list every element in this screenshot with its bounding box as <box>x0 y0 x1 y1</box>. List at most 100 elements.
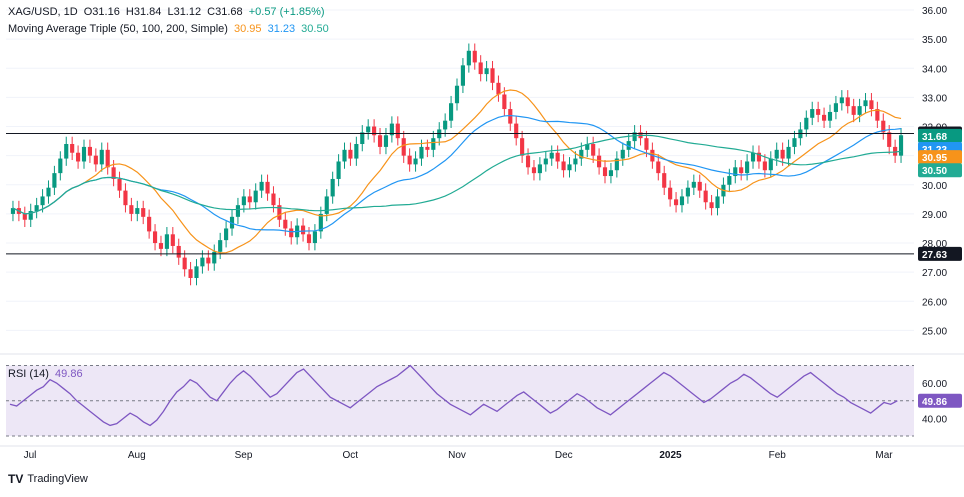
candle-body <box>235 205 241 217</box>
candle-body <box>164 234 169 249</box>
candle-body <box>531 167 537 174</box>
ma50-value: 30.95 <box>233 23 262 35</box>
tradingview-brand[interactable]: TV TradingView <box>8 472 88 486</box>
candle-body <box>330 178 335 197</box>
candle-body <box>750 152 756 162</box>
candle-body <box>366 126 371 133</box>
candle-body <box>111 167 116 179</box>
candle-body <box>691 181 696 188</box>
symbol-legend[interactable]: XAG/USD, 1D O31.16 H31.84 L31.12 C31.68 … <box>8 6 328 18</box>
candle-body <box>525 155 531 168</box>
candle-body <box>318 213 323 232</box>
candle-body <box>241 196 246 206</box>
candle-body <box>715 196 720 209</box>
candle-body <box>697 181 702 191</box>
price-tick-label: 35.00 <box>922 35 947 46</box>
candle-body <box>360 132 365 144</box>
candle-body <box>52 173 57 188</box>
candle-body <box>253 190 258 203</box>
candle-body <box>656 161 661 174</box>
candle-body <box>786 146 791 159</box>
candle-body <box>194 266 199 278</box>
rsi-legend[interactable]: RSI (14) 49.86 <box>8 368 86 380</box>
candle-body <box>827 111 833 121</box>
candle-body <box>34 205 39 211</box>
candle-body <box>229 216 235 229</box>
x-tick-label: 2025 <box>659 450 682 461</box>
candle-body <box>277 205 282 220</box>
candle-body <box>372 126 377 136</box>
candle-body <box>608 170 614 177</box>
candle-body <box>28 211 33 220</box>
ma-title: Moving Average Triple (50, 100, 200, Sim… <box>8 23 228 35</box>
candle-body <box>703 190 708 203</box>
candle-body <box>431 138 436 150</box>
rsi-value-box <box>918 393 962 408</box>
candle-body <box>567 164 572 171</box>
candle-body <box>22 213 27 220</box>
candle-body <box>851 106 856 115</box>
candle-body <box>863 100 868 107</box>
candle-body <box>816 109 821 115</box>
x-tick-label: Nov <box>448 450 466 461</box>
candle-body <box>762 161 767 171</box>
candle-body <box>626 141 631 150</box>
candle-body <box>484 68 489 75</box>
candle-body <box>822 114 827 121</box>
candle-body <box>881 120 886 133</box>
candle-body <box>152 231 158 244</box>
candle-body <box>543 158 548 165</box>
candle-body <box>87 146 92 156</box>
candle-body <box>561 161 566 171</box>
candle-body <box>709 202 714 209</box>
close-value: C31.68 <box>207 6 243 18</box>
candle-body <box>597 155 602 168</box>
candle-body <box>555 152 560 162</box>
candle-body <box>271 193 276 206</box>
candle-body <box>389 123 394 136</box>
ma50-line <box>12 89 902 254</box>
x-tick-label: Aug <box>128 450 146 461</box>
price-tick-label: 33.00 <box>922 93 947 104</box>
candle-body <box>508 109 513 124</box>
candle-body <box>336 161 341 179</box>
candle-body <box>573 158 578 165</box>
ma100-value: 31.23 <box>267 23 296 35</box>
candle-body <box>259 181 264 191</box>
price-label-text: 31.68 <box>922 132 947 143</box>
price-tick-label: 26.00 <box>922 297 947 308</box>
candle-body <box>58 158 63 174</box>
candle-body <box>727 176 732 185</box>
price-label-text: 27.63 <box>922 250 947 261</box>
candle-body <box>419 146 424 159</box>
candle-body <box>182 257 187 270</box>
rsi-line <box>9 364 898 427</box>
candle-body <box>756 152 762 162</box>
low-value: L31.12 <box>167 6 202 18</box>
candle-body <box>466 50 471 66</box>
candle-body <box>644 138 649 150</box>
candle-body <box>668 187 673 200</box>
price-tick-label: 30.00 <box>922 181 947 192</box>
price-label-box <box>918 163 962 178</box>
price-label-box <box>918 128 962 143</box>
candle-body <box>679 196 685 206</box>
brand-name: TradingView <box>27 473 88 485</box>
price-label-box <box>918 246 962 261</box>
ma-legend[interactable]: Moving Average Triple (50, 100, 200, Sim… <box>8 23 332 35</box>
price-tick-label: 34.00 <box>922 64 947 75</box>
candle-body <box>354 144 359 159</box>
x-tick-label: Mar <box>875 450 893 461</box>
candle-body <box>780 149 785 159</box>
candle-body <box>200 257 205 267</box>
candle-body <box>188 269 193 278</box>
candle-body <box>893 146 898 156</box>
candle-body <box>662 173 667 188</box>
candle-body <box>449 103 454 121</box>
candle-body <box>792 138 797 147</box>
candle-body <box>887 132 892 147</box>
candle-body <box>123 190 128 206</box>
candle-body <box>247 196 252 203</box>
candle-body <box>875 109 880 121</box>
